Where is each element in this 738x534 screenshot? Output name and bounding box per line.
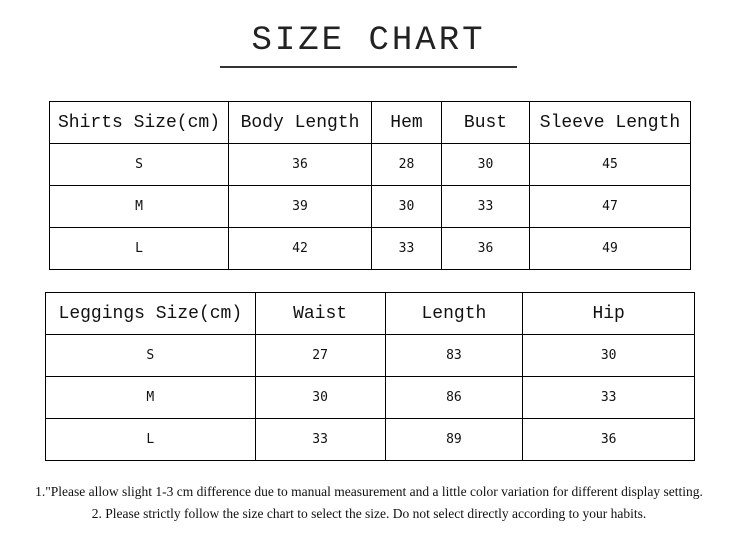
table-cell: 39 bbox=[228, 185, 372, 228]
table-cell: 30 bbox=[441, 143, 530, 186]
table-header-row: Leggings Size(cm) Waist Length Hip bbox=[45, 292, 695, 335]
table-cell: 36 bbox=[228, 143, 372, 186]
table-cell: 83 bbox=[384, 334, 524, 377]
table-header-row: Shirts Size(cm) Body Length Hem Bust Sle… bbox=[49, 101, 691, 144]
title-underline bbox=[220, 66, 517, 68]
table-cell: 86 bbox=[384, 376, 524, 419]
table-row: M 30 86 33 bbox=[45, 376, 695, 419]
table-cell: 33 bbox=[371, 227, 442, 270]
table-cell: M bbox=[49, 185, 229, 228]
table-cell: 33 bbox=[254, 418, 386, 461]
header-cell: Body Length bbox=[228, 101, 372, 144]
table-cell: 30 bbox=[522, 334, 695, 377]
table-row: L 33 89 36 bbox=[45, 418, 695, 461]
header-cell: Hem bbox=[371, 101, 442, 144]
table-cell: 30 bbox=[371, 185, 442, 228]
table-cell: L bbox=[45, 418, 256, 461]
table-cell: 45 bbox=[529, 143, 691, 186]
header-cell: Bust bbox=[441, 101, 530, 144]
header-cell: Sleeve Length bbox=[529, 101, 691, 144]
note-1: 1."Please allow slight 1-3 cm difference… bbox=[35, 484, 703, 499]
header-cell: Hip bbox=[522, 292, 695, 335]
table-cell: 33 bbox=[441, 185, 530, 228]
table-row: L 42 33 36 49 bbox=[49, 227, 691, 270]
table-row: S 27 83 30 bbox=[45, 334, 695, 377]
header-cell: Shirts Size(cm) bbox=[49, 101, 229, 144]
page-title: SIZE CHART bbox=[251, 22, 486, 60]
header-cell: Leggings Size(cm) bbox=[45, 292, 256, 335]
table-cell: 47 bbox=[529, 185, 691, 228]
header-cell: Length bbox=[384, 292, 524, 335]
note-2: 2. Please strictly follow the size chart… bbox=[91, 506, 647, 521]
leggings-size-table: Leggings Size(cm) Waist Length Hip S 27 83… bbox=[45, 292, 695, 461]
table-cell: 89 bbox=[384, 418, 524, 461]
table-cell: 33 bbox=[522, 376, 695, 419]
table-cell: 36 bbox=[522, 418, 695, 461]
table-cell: 49 bbox=[529, 227, 691, 270]
shirts-size-table: Shirts Size(cm) Body Length Hem Bust Sle… bbox=[49, 101, 691, 270]
table-row: M 39 30 33 47 bbox=[49, 185, 691, 228]
table-cell: 28 bbox=[371, 143, 442, 186]
table-cell: S bbox=[45, 334, 256, 377]
table-cell: 27 bbox=[254, 334, 386, 377]
header-cell: Waist bbox=[254, 292, 386, 335]
table-cell: 42 bbox=[228, 227, 372, 270]
table-cell: 30 bbox=[254, 376, 386, 419]
table-cell: M bbox=[45, 376, 256, 419]
table-cell: 36 bbox=[441, 227, 530, 270]
table-row: S 36 28 30 45 bbox=[49, 143, 691, 186]
table-cell: S bbox=[49, 143, 229, 186]
table-cell: L bbox=[49, 227, 229, 270]
